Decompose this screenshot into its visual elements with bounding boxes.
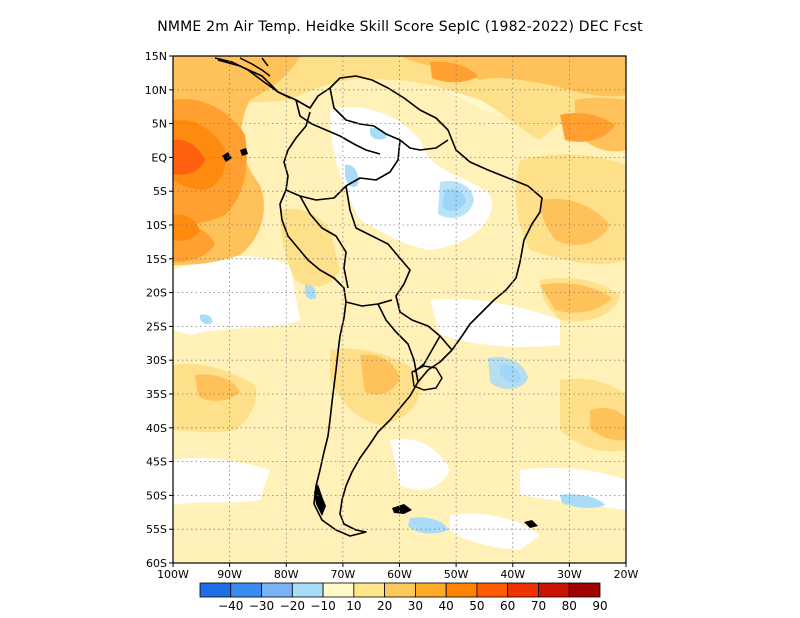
skill-field-60-70 xyxy=(173,139,205,175)
lon-label: 100W xyxy=(157,568,189,581)
coastline-central-america xyxy=(214,57,291,99)
colorbar-swatch xyxy=(261,582,293,598)
coastline-south-america xyxy=(217,59,543,537)
colorbar-swatch xyxy=(199,582,232,598)
skill-field-negative xyxy=(200,127,605,534)
lat-label: 10S xyxy=(146,219,167,232)
colorbar-swatch xyxy=(568,582,601,598)
lat-label: 35S xyxy=(146,388,167,401)
colorbar-label: 70 xyxy=(531,599,546,613)
islands xyxy=(222,148,538,528)
lat-label: 5S xyxy=(153,185,167,198)
colorbar-label: 30 xyxy=(408,599,423,613)
skill-field-low-areas xyxy=(173,106,626,550)
colorbar-label: −20 xyxy=(280,599,305,613)
colorbar-swatch xyxy=(291,582,324,598)
graticule xyxy=(173,56,626,563)
colorbar-swatch xyxy=(384,582,416,598)
lat-label: 55S xyxy=(146,523,167,536)
lon-label: 80W xyxy=(274,568,299,581)
coastline-river-plate xyxy=(411,365,443,391)
lat-label: 25S xyxy=(146,320,167,333)
colorbar-swatch xyxy=(445,582,478,598)
colorbar-swatch xyxy=(538,582,570,598)
colorbar-label: 40 xyxy=(439,599,454,613)
lat-label: 40S xyxy=(146,422,167,435)
lat-label: EQ xyxy=(151,151,167,164)
colorbar-swatch xyxy=(476,582,509,598)
lat-label: 15S xyxy=(146,253,167,266)
chart-title: NMME 2m Air Temp. Heidke Skill Score Sep… xyxy=(157,19,643,35)
lon-label: 90W xyxy=(217,568,242,581)
colorbar-label: −40 xyxy=(218,599,243,613)
lon-label: 60W xyxy=(387,568,412,581)
lon-label: 40W xyxy=(500,568,525,581)
colorbar-swatch xyxy=(230,582,262,598)
colorbar-swatch xyxy=(507,582,539,598)
colorbar: −40 −30 −20 −10 10 20 30 40 50 60 70 80 90 xyxy=(199,582,608,613)
colorbar-swatch xyxy=(322,582,355,598)
lat-label: 30S xyxy=(146,354,167,367)
colorbar-label: 80 xyxy=(562,599,577,613)
colorbar-swatch xyxy=(353,582,386,598)
lat-label: 15N xyxy=(145,50,167,63)
lon-label: 30W xyxy=(557,568,582,581)
lat-label: 20S xyxy=(146,287,167,300)
lat-label: 50S xyxy=(146,489,167,502)
lon-label: 70W xyxy=(330,568,355,581)
colorbar-label: 60 xyxy=(500,599,515,613)
latitude-axis: 15N 10N 5N EQ 5S 10S 15S 20S 25S 30S 35S 40S 45S 50S 5… xyxy=(145,50,173,570)
colorbar-label: −10 xyxy=(310,599,335,613)
lat-label: 10N xyxy=(145,84,167,97)
lon-label: 20W xyxy=(614,568,639,581)
colorbar-label: 50 xyxy=(469,599,484,613)
lat-label: 5N xyxy=(152,118,167,131)
colorbar-label: 90 xyxy=(592,599,607,613)
colorbar-label: −30 xyxy=(249,599,274,613)
colorbar-label: 10 xyxy=(346,599,361,613)
colorbar-label: 20 xyxy=(377,599,392,613)
lat-label: 60S xyxy=(146,557,167,570)
longitude-axis: 100W 90W 80W 70W 60W 50W 40W 30W 20W xyxy=(157,563,639,581)
lon-label: 50W xyxy=(444,568,469,581)
colorbar-swatch xyxy=(414,582,447,598)
lat-label: 45S xyxy=(146,456,167,469)
